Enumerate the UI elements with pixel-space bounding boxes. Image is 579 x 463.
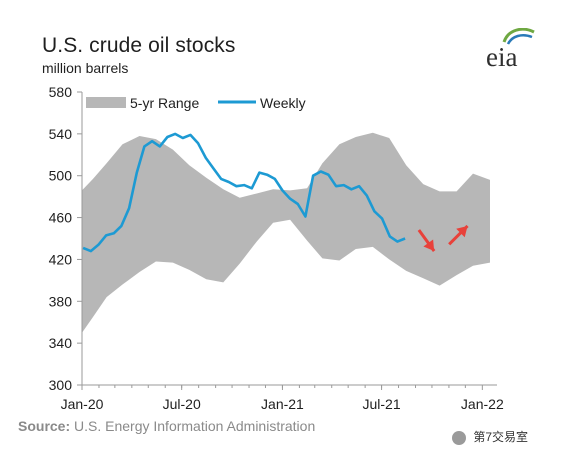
x-tick-label: Jul-20	[163, 396, 201, 412]
axes: 300 340 380 420 460 500 540 580 Jan-20 Jul-20 Jan-…	[49, 84, 504, 412]
y-tick-label: 340	[49, 335, 73, 351]
legend-range-label: 5-yr Range	[130, 95, 199, 111]
annotation-arrowhead-down	[423, 239, 435, 252]
range-band-layer	[82, 132, 490, 333]
annotation-arrowhead-up	[456, 225, 468, 238]
source-note: Source: U.S. Energy Information Administ…	[18, 418, 315, 434]
legend-weekly-label: Weekly	[260, 95, 306, 111]
legend: 5-yr Range Weekly	[86, 95, 306, 111]
weekly-line	[82, 132, 406, 253]
y-tick-label: 540	[49, 126, 73, 142]
eia-logo-text: eia	[486, 42, 518, 72]
source-text: U.S. Energy Information Administration	[74, 418, 316, 434]
x-tick-label: Jan-22	[461, 396, 504, 412]
chart-title: U.S. crude oil stocks	[42, 34, 236, 57]
y-tick-label: 500	[49, 168, 73, 184]
x-tick-label: Jul-21	[362, 396, 400, 412]
x-tick-label: Jan-21	[261, 396, 304, 412]
wechat-account-icon	[452, 430, 466, 445]
watermark-text: 第7交易室	[473, 430, 529, 444]
y-tick-label: 420	[49, 251, 73, 267]
range-band	[82, 132, 490, 333]
chart-subtitle: million barrels	[42, 60, 129, 76]
x-tick-label: Jan-20	[61, 396, 104, 412]
y-tick-label: 580	[49, 84, 73, 100]
weekly-line-layer	[82, 132, 406, 253]
annotations	[417, 224, 469, 252]
legend-range-swatch	[86, 97, 126, 108]
y-tick-label: 460	[49, 210, 73, 226]
eia-logo-icon	[502, 27, 535, 45]
y-tick-label: 300	[49, 377, 73, 393]
source-label: Source:	[18, 418, 71, 434]
watermark: 第7交易室	[452, 428, 528, 445]
y-tick-label: 380	[49, 293, 73, 309]
eia-logo: eia	[482, 27, 538, 72]
